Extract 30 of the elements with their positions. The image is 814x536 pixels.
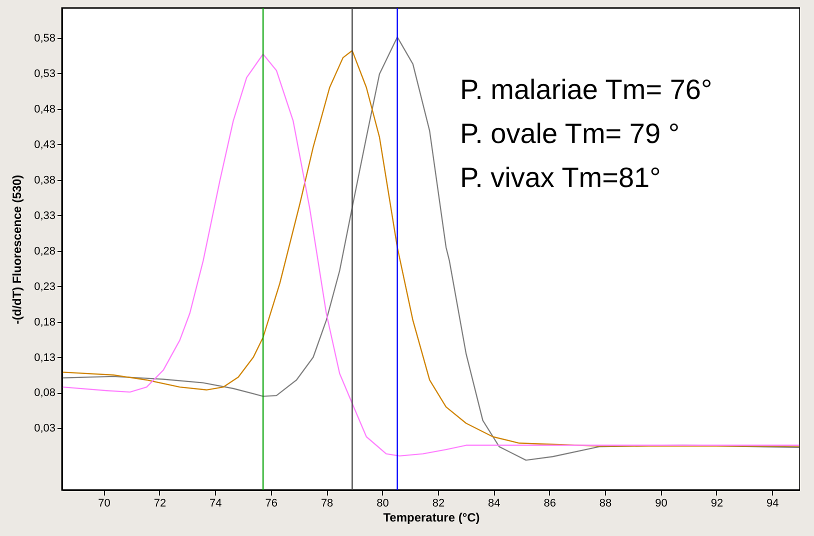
y-axis-title: -(d/dT) Fluorescence (530) — [10, 174, 24, 324]
y-tick-label: 0,13 — [34, 352, 56, 364]
annotation: P. ovale Tm= 79 ° — [460, 118, 680, 149]
y-tick-label: 0,03 — [34, 422, 56, 435]
x-tick-label: 82 — [432, 498, 445, 510]
x-tick-label: 78 — [320, 498, 334, 510]
x-tick-label: 84 — [488, 498, 500, 510]
y-tick-label: 0,43 — [34, 138, 56, 151]
x-tick-label: 74 — [210, 498, 222, 510]
x-tick-label: 86 — [544, 498, 556, 510]
x-tick-label: 88 — [599, 498, 612, 510]
x-tick-label: 80 — [376, 498, 389, 510]
annotation: P. vivax Tm=81° — [460, 162, 661, 193]
x-tick-label: 76 — [265, 498, 278, 510]
x-tick-label: 90 — [655, 498, 668, 510]
y-tick-label: 0,58 — [34, 32, 56, 44]
y-tick-label: 0,38 — [34, 174, 56, 186]
x-tick-label: 70 — [98, 498, 110, 510]
y-tick-label: 0,23 — [34, 280, 56, 293]
x-tick-label: 72 — [154, 498, 166, 510]
y-tick-label: 0,48 — [34, 103, 56, 116]
x-axis-title: Temperature (°C) — [383, 510, 480, 524]
y-tick-label: 0,08 — [34, 387, 56, 400]
y-tick-label: 0,33 — [34, 210, 56, 222]
x-tick-label: 94 — [766, 498, 779, 510]
y-tick-label: 0,53 — [34, 68, 56, 80]
annotation: P. malariae Tm= 76° — [460, 74, 712, 105]
y-tick-label: 0,28 — [34, 245, 56, 258]
y-tick-label: 0,18 — [34, 316, 56, 328]
x-tick-label: 92 — [710, 498, 724, 510]
